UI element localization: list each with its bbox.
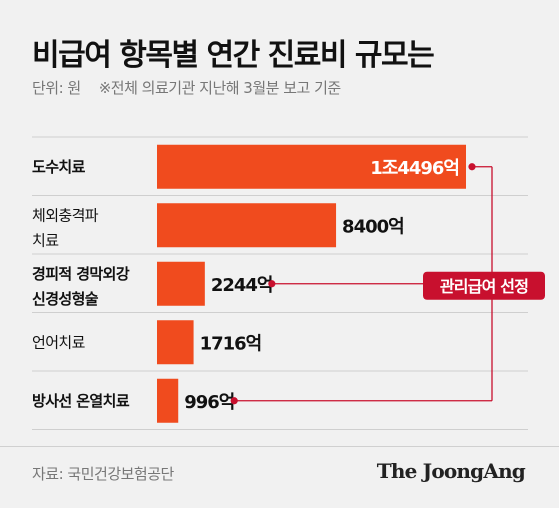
connector-dot [230,397,238,405]
annotation-badge [423,271,545,300]
source-note: 자료: 국민건강보험공단 [32,465,174,483]
value-label: 996억 [184,392,234,413]
value-label: 1716억 [200,333,262,354]
annotation-label: 관리급여 선정 [440,277,528,296]
bar [157,144,466,189]
annotation-connector: 관리급여 선정 [230,163,545,405]
connector-dot [468,163,476,171]
category-label: 방사선 온열치료 [32,392,130,410]
chart-subtitle: 단위: 원 ※전체 의료기관 지난해 3월분 보고 기준 [32,77,341,98]
chart-title: 비급여 항목별 연간 진료비 규모는 [32,38,435,73]
bar [157,378,179,423]
bar [157,261,205,306]
category-label: 도수치료 [32,158,86,176]
value-label: 2244억 [211,275,273,296]
value-label: 1조4496억 [370,158,459,179]
brand-logo: The JoongAng [376,459,526,483]
category-label: 경피적 경막외강 신경성형술 [32,265,130,308]
connector-dot [268,280,276,288]
bar [157,320,194,365]
value-label: 8400억 [342,216,404,237]
footer-divider [0,446,559,447]
unit-label: 단위: 원 [32,79,81,97]
row-dividers [32,136,528,430]
bar [157,203,337,248]
basis-note: ※전체 의료기관 지난해 3월분 보고 기준 [98,79,341,97]
category-label: 체외충격파 치료 [32,206,99,249]
category-label: 언어치료 [32,333,86,351]
